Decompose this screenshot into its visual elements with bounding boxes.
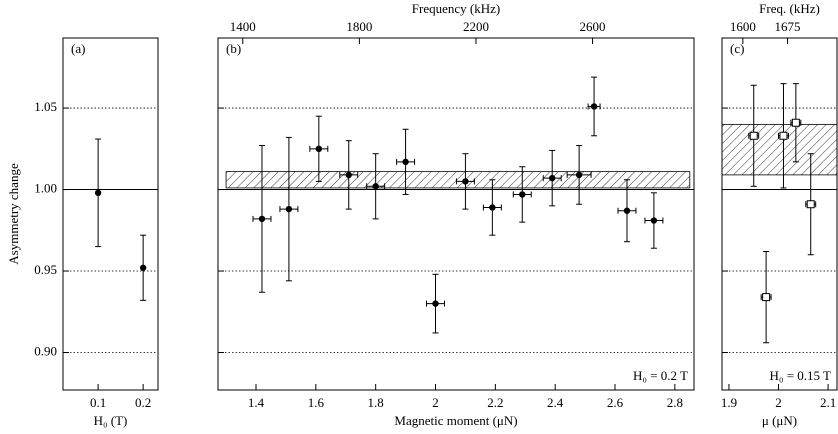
panel-label: (c) xyxy=(730,41,744,56)
data-point xyxy=(623,207,631,214)
x2-tick-label: 1400 xyxy=(230,19,256,34)
x-tick-label: 1.8 xyxy=(368,395,384,410)
x-tick-label: 2.4 xyxy=(547,395,564,410)
data-point xyxy=(315,145,323,153)
data-point xyxy=(94,189,102,197)
y-axis-title: Asymmetry change xyxy=(6,163,21,265)
data-point xyxy=(345,171,352,179)
data-point xyxy=(258,215,266,223)
plot-frame xyxy=(721,37,838,391)
data-point xyxy=(489,204,496,211)
x2-tick-label: 1675 xyxy=(775,19,801,34)
data-point xyxy=(432,300,439,307)
y-tick-label: 1.05 xyxy=(34,99,57,114)
x-tick-label: 0.1 xyxy=(90,395,106,410)
data-point xyxy=(462,178,469,185)
x2-tick-label: 2200 xyxy=(463,19,489,34)
x-axis-title: μ (μN) xyxy=(762,413,797,428)
data-point xyxy=(590,103,598,110)
data-point xyxy=(749,131,758,140)
data-point xyxy=(548,174,556,182)
x-tick-label: 2.6 xyxy=(607,395,624,410)
x2-tick-label: 2600 xyxy=(580,19,606,34)
panel: 1.4 1.6 1.8 2 2.2 2.4 2.6 2.8 1400 1800 2200 2600 Fr… xyxy=(217,1,695,428)
data-point xyxy=(791,118,800,127)
x-tick-label: 1.4 xyxy=(248,395,265,410)
data-point xyxy=(575,171,583,179)
panel-label: (b) xyxy=(226,41,241,56)
data-point xyxy=(139,264,147,271)
annotation: H₀ = 0.15 T xyxy=(770,368,832,383)
x-tick-label: 2 xyxy=(432,395,439,410)
x-tick-label: 1.6 xyxy=(308,395,325,410)
average-band xyxy=(225,171,691,189)
panel: 1.9 2 2.1 1600 1675 Freq. (kHz) μ (μN) (c) H₀ = … xyxy=(721,1,838,428)
x-tick-label: 0.2 xyxy=(135,395,151,410)
y-tick-label: 0.90 xyxy=(34,344,57,359)
x-tick-label: 2.2 xyxy=(487,395,503,410)
x-tick-label: 2.1 xyxy=(820,395,836,410)
data-point xyxy=(762,293,771,302)
y-tick-label: 0.95 xyxy=(34,262,57,277)
x2-axis-title: Frequency (kHz) xyxy=(412,1,500,16)
data-point xyxy=(402,158,409,166)
data-point xyxy=(779,131,788,140)
x2-tick-label: 1600 xyxy=(730,19,756,34)
plot-frame xyxy=(217,37,695,391)
x-tick-label: 2.8 xyxy=(667,395,683,410)
plot-frame xyxy=(62,37,159,391)
annotation: H₀ = 0.2 T xyxy=(633,368,688,383)
x-axis-title: Magnetic moment (μN) xyxy=(394,413,517,428)
data-point xyxy=(519,191,526,198)
x2-axis-title: Freq. (kHz) xyxy=(759,1,820,16)
x2-tick-label: 1800 xyxy=(346,19,372,34)
data-point xyxy=(372,183,379,190)
y-tick-label: 1.00 xyxy=(34,181,57,196)
data-point xyxy=(650,217,658,224)
panel: 0.90 0.95 1.00 1.05 0.1 0.2 H₀ (T) Asymmetry ch… xyxy=(6,37,159,428)
data-point xyxy=(285,205,293,213)
panel-label: (a) xyxy=(71,41,85,56)
x-tick-label: 1.9 xyxy=(721,395,737,410)
x-tick-label: 2 xyxy=(775,395,782,410)
x-axis-title: H₀ (T) xyxy=(94,413,128,428)
data-point xyxy=(806,200,815,209)
